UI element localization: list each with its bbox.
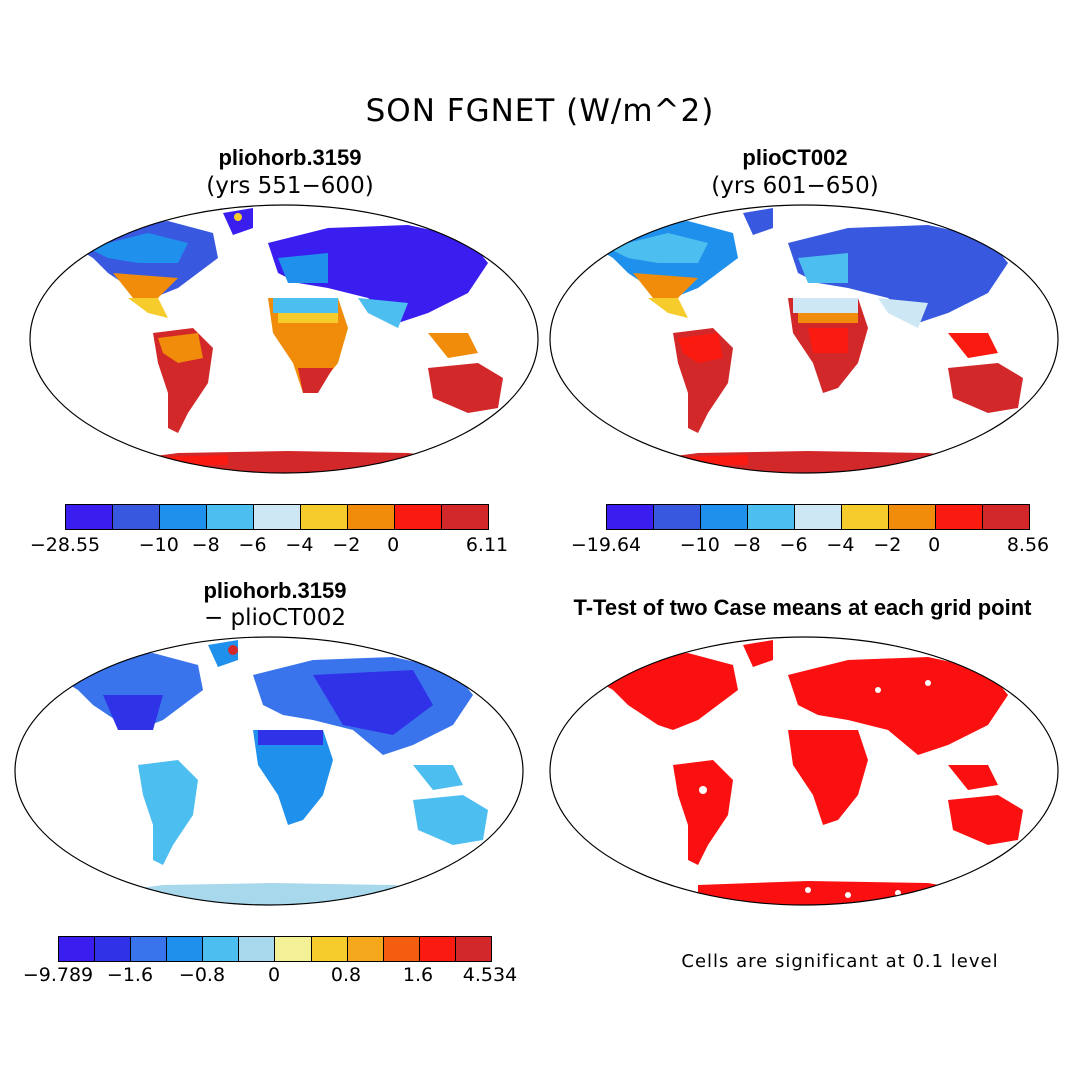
- colorbar-tick-label: −2: [873, 534, 902, 556]
- colorbar-tick-label: −10: [138, 534, 179, 556]
- colorbar-tick-label: 4.534: [462, 964, 518, 986]
- colorbar-tick-label: 0: [928, 534, 941, 556]
- colorbar-swatch: [160, 505, 207, 529]
- panel-1-title: pliohorb.3159: [218, 145, 362, 170]
- colorbar-swatch: [239, 937, 276, 961]
- colorbar-tick-label: 0: [267, 964, 281, 986]
- australia: [428, 363, 503, 413]
- colorbar-swatch: [59, 937, 96, 961]
- colorbar-swatch: [701, 505, 748, 529]
- colorbar-swatch: [311, 937, 348, 961]
- colorbar-swatch: [983, 505, 1029, 529]
- colorbar-tick-label: −4: [826, 534, 855, 556]
- colorbar-panel-2: [606, 504, 1030, 530]
- colorbar-swatch: [455, 937, 491, 961]
- colorbar-swatch: [167, 937, 204, 961]
- colorbar-swatch: [95, 937, 132, 961]
- colorbar-tick-label: 8.56: [1006, 534, 1050, 556]
- colorbar-tick-label: −6: [238, 534, 267, 556]
- colorbar-tick-label: −8: [191, 534, 220, 556]
- colorbar-panel-3: [58, 936, 492, 962]
- colorbar-swatch: [383, 937, 420, 961]
- colorbar-swatch: [889, 505, 936, 529]
- colorbar-swatch: [936, 505, 983, 529]
- colorbar-swatch: [131, 937, 168, 961]
- eurasia: [268, 225, 488, 323]
- colorbar-tick-label: −8: [732, 534, 761, 556]
- colorbar-swatch: [748, 505, 795, 529]
- colorbar-swatch: [842, 505, 889, 529]
- colorbar-tick-label: −4: [285, 534, 314, 556]
- colorbar-swatch: [301, 505, 348, 529]
- panel-2-subtitle: (yrs 601−650): [711, 173, 879, 199]
- colorbar-swatch: [207, 505, 254, 529]
- colorbar-swatch: [275, 937, 312, 961]
- panel-4-title: T-Test of two Case means at each grid po…: [573, 595, 1032, 620]
- colorbar-swatch: [419, 937, 456, 961]
- colorbar-panel-1: [65, 504, 489, 530]
- colorbar-tick-label: −2: [332, 534, 361, 556]
- colorbar-tick-label: 6.11: [465, 534, 509, 556]
- colorbar-swatch: [66, 505, 113, 529]
- colorbar-swatch: [654, 505, 701, 529]
- map-panel-1: [29, 204, 539, 474]
- colorbar-swatch: [347, 937, 384, 961]
- panel-2-title: plioCT002: [742, 145, 848, 170]
- colorbar-tick-label: 0.8: [330, 964, 362, 986]
- colorbar-tick-label: 1.6: [402, 964, 434, 986]
- colorbar-tick-label: −1.6: [106, 964, 154, 986]
- colorbar-swatch: [607, 505, 654, 529]
- colorbar-tick-label: −10: [679, 534, 720, 556]
- greenland: [223, 208, 253, 235]
- colorbar-swatch: [395, 505, 442, 529]
- main-title: SON FGNET (W/m^2): [365, 93, 715, 129]
- significance-note: Cells are significant at 0.1 level: [681, 951, 999, 972]
- colorbar-swatch: [795, 505, 842, 529]
- colorbar-tick-label: −0.8: [178, 964, 226, 986]
- map-panel-3: [14, 636, 524, 906]
- colorbar-tick-label: −19.64: [570, 534, 642, 556]
- map-panel-2: [549, 204, 1059, 474]
- colorbar-swatch: [442, 505, 488, 529]
- colorbar-swatch: [254, 505, 301, 529]
- colorbar-swatch: [113, 505, 160, 529]
- colorbar-swatch: [203, 937, 240, 961]
- antarctica: [78, 451, 498, 473]
- panel-1-subtitle: (yrs 551−600): [206, 173, 374, 199]
- colorbar-swatch: [348, 505, 395, 529]
- panel-3-title: pliohorb.3159: [203, 578, 347, 603]
- panel-3-subtitle: − plioCT002: [203, 605, 347, 631]
- colorbar-tick-label: −6: [779, 534, 808, 556]
- colorbar-tick-label: −9.789: [22, 964, 94, 986]
- map-panel-4: [549, 636, 1059, 906]
- colorbar-tick-label: −28.55: [29, 534, 101, 556]
- colorbar-tick-label: 0: [387, 534, 400, 556]
